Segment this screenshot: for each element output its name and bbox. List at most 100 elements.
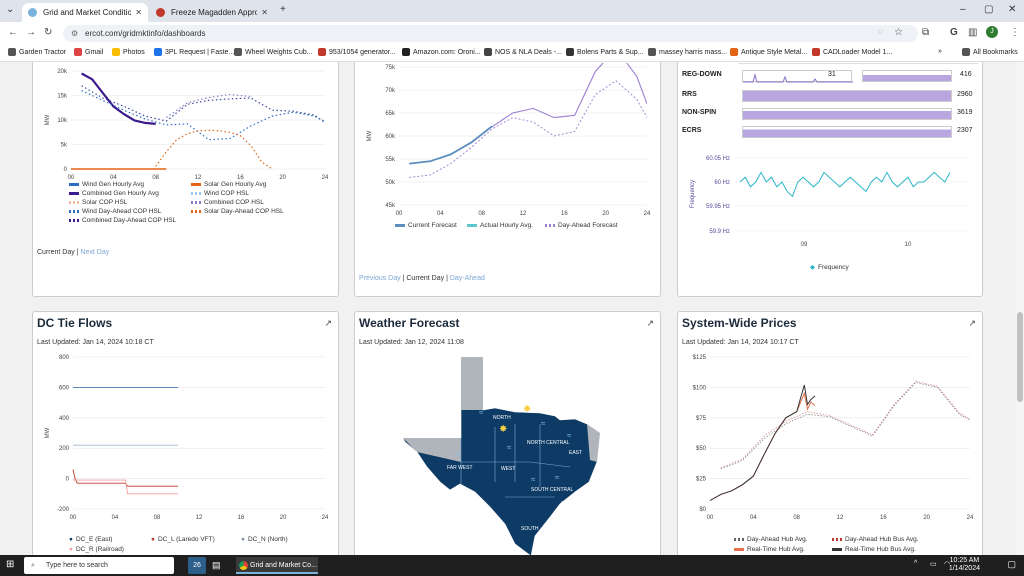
legend-item[interactable]: Current Forecast — [395, 222, 457, 229]
non-spin-value: 3619 — [957, 109, 973, 116]
photos-icon — [112, 48, 120, 56]
star-icon[interactable]: ☆ — [894, 27, 903, 38]
legend-item[interactable]: Day-Ahead Hub Avg. — [734, 536, 808, 543]
legend-item[interactable]: ● DC_L (Laredo VFT) — [151, 536, 215, 543]
bookmark-item[interactable]: CADLoader Model 1... — [812, 48, 892, 56]
bookmark-item[interactable]: Amazon.com: Oroni... — [402, 48, 481, 56]
clock-time: 10:25 AM — [949, 557, 980, 564]
legend-item[interactable]: ● DC_R (Railroad) — [69, 546, 124, 553]
external-link-icon[interactable]: ↗ — [968, 318, 976, 328]
day-ahead-bus-line — [720, 380, 971, 469]
sidebar-icon[interactable]: ▥ — [968, 27, 978, 38]
legend-item[interactable]: Wind Gen Hourly Avg — [69, 181, 144, 188]
legend-swatch: ● — [151, 536, 155, 543]
external-link-icon[interactable]: ↗ — [646, 318, 654, 328]
legend-item[interactable]: Real-Time Hub Avg. — [734, 546, 805, 553]
minimize-icon[interactable]: – — [960, 4, 966, 15]
previous-day-link[interactable]: Previous Day — [359, 275, 401, 282]
legend-swatch — [69, 200, 79, 204]
legend-item[interactable]: Solar Gen Hourly Avg — [191, 181, 266, 188]
region-label-south-central: SOUTH CENTRAL — [531, 487, 573, 493]
legend-item[interactable]: Combined Gen Hourly Avg — [69, 190, 159, 197]
bookmark-item[interactable]: Garden Tractor — [8, 48, 66, 56]
notifications-icon[interactable]: ▢ — [1007, 559, 1016, 569]
close-tab-icon[interactable]: ✕ — [135, 8, 142, 17]
legend-item[interactable]: Actual Hourly Avg. — [467, 222, 533, 229]
legend-item[interactable]: Wind COP HSL — [191, 190, 249, 197]
y-tick-label: 50k — [385, 180, 396, 186]
back-icon[interactable]: ← — [8, 27, 18, 38]
taskbar-search-input[interactable]: ⌕ Type here to search — [24, 557, 174, 574]
menu-icon[interactable]: ⋮ — [1010, 27, 1020, 38]
y-tick-label: 15k — [57, 94, 68, 100]
panel-title: Weather Forecast — [359, 316, 460, 330]
legend-item[interactable]: Solar COP HSL — [69, 199, 127, 206]
x-tick-label: 12 — [196, 515, 203, 521]
y-tick-label: $100 — [693, 385, 707, 391]
bookmark-item[interactable]: Antique Style Metal... — [730, 48, 807, 56]
reload-icon[interactable]: ↻ — [44, 27, 53, 38]
taskbar-chrome-item[interactable]: Grid and Market Co... — [236, 557, 318, 574]
tab-search-icon[interactable]: ⌄ — [6, 4, 15, 15]
day-ahead-link[interactable]: Day-Ahead — [449, 275, 485, 282]
y-tick-label: 70k — [385, 88, 396, 94]
google-icon[interactable]: G — [950, 27, 958, 38]
more-bookmarks-icon[interactable]: » — [938, 48, 942, 55]
region-label-west: WEST — [501, 466, 515, 472]
legend-item[interactable]: ◆ Frequency — [810, 264, 849, 271]
bookmark-item[interactable]: 953/1054 generator... — [318, 48, 396, 56]
bookmark-item[interactable]: Gmail — [74, 48, 103, 56]
restore-icon[interactable]: ▢ — [984, 4, 994, 15]
region-label-north: NORTH — [493, 415, 511, 421]
bookmark-item[interactable]: Wheel Weights Cub... — [234, 48, 313, 56]
windows-start-icon[interactable]: ⊞ — [6, 559, 15, 570]
load-series-group — [409, 63, 647, 178]
search-icon: ⌕ — [31, 562, 35, 569]
next-day-link[interactable]: Next Day — [80, 249, 110, 256]
profile-avatar[interactable]: J — [986, 26, 998, 38]
legend-swatch — [191, 200, 201, 204]
tray-chevron-icon[interactable]: ^ — [914, 560, 918, 567]
texas-weather-map[interactable]: NORTH NORTH CENTRAL EAST FAR WEST WEST S… — [355, 312, 661, 555]
scrollbar-thumb[interactable] — [1017, 312, 1023, 402]
url-input[interactable]: ⚙ ercot.com/gridmktinfo/dashboards — [63, 25, 918, 42]
eye-off-icon[interactable]: ◌ — [878, 27, 883, 36]
page-scrollbar[interactable] — [1016, 62, 1024, 555]
legend-item[interactable]: Combined COP HSL — [191, 199, 264, 206]
legend-item[interactable]: Solar Day-Ahead COP HSL — [191, 208, 284, 215]
legend-item[interactable]: Day-Ahead Hub Bus Avg. — [832, 536, 919, 543]
bookmark-item[interactable]: Photos — [112, 48, 145, 56]
file-explorer-icon[interactable]: ▤ — [212, 560, 221, 570]
taskbar-clock[interactable]: 10:25 AM 1/14/2024 — [949, 557, 980, 573]
frequency-line — [739, 171, 951, 198]
bookmark-item[interactable]: Bolens Parts & Sup... — [566, 48, 644, 56]
battery-icon[interactable]: ▭ — [930, 561, 937, 568]
tab-freeze[interactable]: Freeze Magadden Approaching ✕ — [150, 3, 274, 22]
external-link-icon[interactable]: ↗ — [324, 318, 332, 328]
legend-swatch — [191, 191, 201, 195]
legend-item[interactable]: Wind Day-Ahead COP HSL — [69, 208, 161, 215]
weather-widget-icon[interactable]: 26 — [188, 557, 206, 574]
site-info-icon[interactable]: ⚙ — [71, 29, 79, 38]
network-icon[interactable]: ◠ — [944, 561, 951, 568]
bookmark-item[interactable]: 3PL Request | Faste... — [154, 48, 234, 56]
legend-item[interactable]: ● DC_N (North) — [241, 536, 288, 543]
x-tick-label: 20 — [280, 515, 287, 521]
tab-grid-market[interactable]: Grid and Market Conditions ✕ — [22, 3, 148, 22]
new-tab-icon[interactable]: + — [280, 4, 286, 15]
bookmark-item[interactable]: massey harris mass... — [648, 48, 727, 56]
close-window-icon[interactable]: ✕ — [1008, 4, 1017, 15]
close-tab-icon[interactable]: ✕ — [261, 8, 268, 17]
last-updated: Last Updated: Jan 14, 2024 10:17 CT — [682, 339, 799, 346]
legend-swatch — [69, 209, 79, 213]
wind-cop-dots — [81, 90, 326, 141]
wind-icon: ≈ — [531, 475, 536, 484]
legend-item[interactable]: Real-Time Hub Bus Avg. — [832, 546, 916, 553]
legend-item[interactable]: ● DC_E (East) — [69, 536, 113, 543]
legend-item[interactable]: Day-Ahead Forecast — [545, 222, 618, 229]
extensions-icon[interactable]: ⧉ — [922, 27, 930, 38]
bookmark-item[interactable]: NOS & NLA Deals -... — [484, 48, 562, 56]
all-bookmarks[interactable]: All Bookmarks — [962, 48, 1018, 56]
forward-icon[interactable]: → — [26, 27, 36, 38]
legend-item[interactable]: Combined Day-Ahead COP HSL — [69, 217, 176, 224]
